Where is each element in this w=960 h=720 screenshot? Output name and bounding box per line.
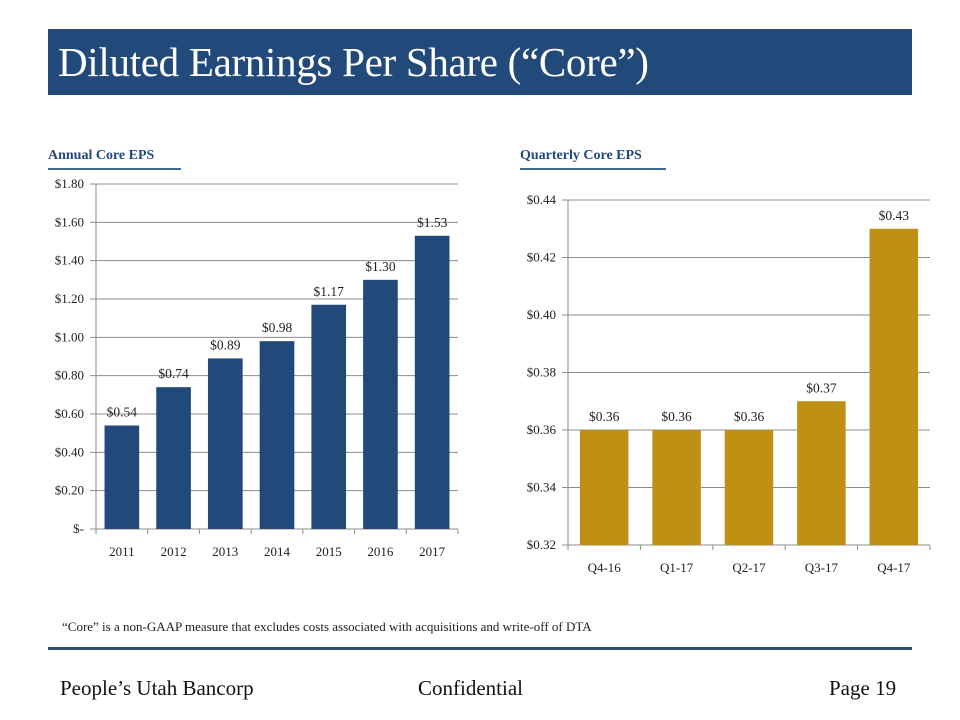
footnote: “Core” is a non-GAAP measure that exclud… (62, 619, 592, 634)
bar (414, 235, 450, 529)
data-label: $0.36 (589, 409, 620, 424)
data-label: $0.89 (210, 337, 241, 352)
x-tick-label: 2017 (419, 544, 446, 559)
slide-title: Diluted Earnings Per Share (“Core”) (58, 39, 649, 85)
y-tick-label: $0.80 (55, 368, 84, 383)
y-tick-label: $0.36 (527, 422, 557, 437)
y-tick-label: $1.00 (55, 329, 84, 344)
data-label: $0.36 (661, 409, 692, 424)
bar (207, 358, 243, 529)
x-tick-label: Q4-16 (588, 560, 622, 575)
x-tick-label: 2016 (367, 544, 394, 559)
y-tick-label: $1.40 (55, 253, 84, 268)
y-tick-label: $0.20 (55, 483, 84, 498)
y-tick-label: $0.60 (55, 406, 84, 421)
x-tick-label: Q4-17 (877, 560, 911, 575)
data-label: $0.54 (107, 405, 138, 420)
bar (259, 341, 295, 529)
bar (724, 430, 774, 545)
x-tick-label: 2013 (212, 544, 238, 559)
annual-chart-title: Annual Core EPS (48, 148, 181, 170)
y-tick-label: $- (73, 521, 84, 536)
bar (363, 279, 398, 529)
y-tick-label: $0.38 (527, 365, 556, 380)
bar (797, 401, 846, 545)
x-tick-label: Q3-17 (805, 560, 839, 575)
x-tick-label: Q1-17 (660, 560, 694, 575)
data-label: $1.53 (417, 215, 448, 230)
bar (652, 430, 701, 545)
footer-classification: Confidential (418, 676, 523, 700)
y-tick-label: $0.40 (527, 307, 556, 322)
data-label: $0.43 (879, 208, 910, 223)
x-tick-label: 2015 (316, 544, 342, 559)
x-tick-label: 2014 (264, 544, 291, 559)
data-label: $1.30 (365, 259, 396, 274)
bar (104, 425, 140, 529)
bar (156, 387, 191, 529)
y-tick-label: $0.44 (527, 192, 557, 207)
x-tick-label: 2012 (161, 544, 187, 559)
y-tick-label: $0.34 (527, 480, 557, 495)
data-label: $0.74 (158, 366, 189, 381)
y-tick-label: $1.60 (55, 214, 84, 229)
bar (311, 304, 347, 529)
y-tick-label: $0.42 (527, 250, 556, 265)
bar (579, 430, 629, 545)
footer-page-number: Page 19 (829, 676, 897, 700)
y-tick-label: $1.80 (55, 176, 84, 191)
x-tick-label: Q2-17 (732, 560, 766, 575)
data-label: $0.98 (262, 320, 293, 335)
y-tick-label: $0.32 (527, 537, 556, 552)
title-bar: Diluted Earnings Per Share (“Core”) (48, 29, 912, 95)
bar (869, 228, 919, 545)
data-label: $0.37 (806, 380, 837, 395)
footer-company: People’s Utah Bancorp (60, 676, 254, 700)
footer-divider (48, 647, 912, 650)
y-tick-label: $1.20 (55, 291, 84, 306)
y-tick-label: $0.40 (55, 444, 84, 459)
quarterly-chart-title: Quarterly Core EPS (520, 148, 666, 170)
data-label: $0.36 (734, 409, 765, 424)
x-tick-label: 2011 (109, 544, 135, 559)
data-label: $1.17 (314, 284, 345, 299)
